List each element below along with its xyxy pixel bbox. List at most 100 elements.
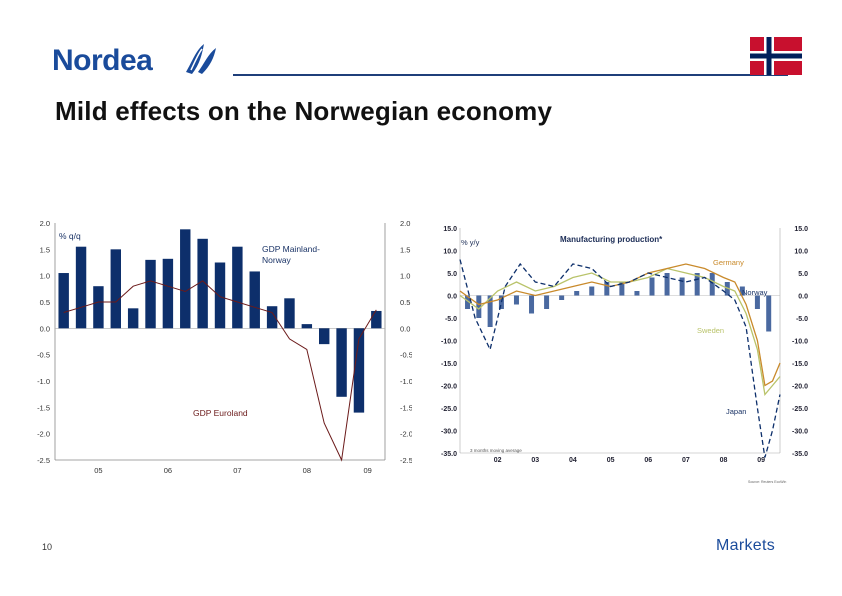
x-tick-label: 02 [494, 457, 502, 464]
y-tick-label-left: -2.0 [37, 430, 50, 439]
gdp-norway-bar [162, 258, 174, 329]
page-number: 10 [42, 542, 53, 552]
y-tick-label-right: 2.0 [400, 219, 410, 228]
norway-bar [544, 295, 550, 309]
norway-bar [766, 295, 772, 332]
y-tick-label-left: -15.0 [441, 361, 457, 368]
y-tick-label-left: -20.0 [441, 384, 457, 391]
y-tick-label-left: 5.0 [447, 271, 457, 278]
y-tick-label-left: -1.0 [37, 377, 50, 386]
y-tick-label-left: -1.5 [37, 403, 50, 412]
chart-title: Manufacturing production* [560, 235, 663, 244]
x-tick-label: 06 [164, 466, 172, 475]
gdp-norway-bar [110, 249, 121, 329]
x-tick-label: 06 [644, 457, 652, 464]
footer-brand: Markets [716, 537, 775, 554]
legend-japan: Japan [726, 407, 746, 416]
y-tick-label-left: -25.0 [441, 406, 457, 413]
gdp-euroland-line [63, 280, 377, 462]
y-tick-label-left: 15.0 [443, 226, 457, 233]
y-tick-label-left: 2.0 [40, 219, 50, 228]
y-tick-label-right: -15.0 [792, 361, 808, 368]
norway-bar [694, 273, 700, 296]
norway-bar [709, 273, 715, 296]
norway-bar [664, 273, 670, 296]
page-title: Mild effects on the Norwegian economy [55, 96, 553, 126]
x-tick-label: 03 [531, 457, 539, 464]
y-tick-label-left: 1.5 [40, 245, 50, 254]
y-tick-label-right: 15.0 [794, 226, 808, 233]
gdp-chart: 2.0 2.0 1.5 1.5 1.0 1.0 0.5 0.5 0.0 0.0 -0.5 -0.5 -1… [37, 219, 412, 475]
y-tick-label-left: -30.0 [441, 429, 457, 436]
legend-sweden: Sweden [697, 326, 724, 335]
gdp-norway-bar [127, 308, 139, 329]
gdp-norway-bar [180, 229, 191, 329]
series-label-norway-line1: GDP Mainland- [262, 244, 320, 254]
manufacturing-chart: 15.0 15.0 10.0 10.0 5.0 5.0 0.0 0.0 -5.0 -5.0 -10.… [441, 226, 808, 484]
norway-bar [589, 286, 595, 296]
norway-bar [679, 277, 685, 296]
chart-source: Source: Reuters EcoWin [748, 480, 786, 484]
gdp-norway-bar [145, 259, 156, 329]
y-tick-label-left: 1.0 [40, 272, 50, 281]
x-tick-label: 09 [757, 457, 765, 464]
gdp-norway-bar [75, 246, 87, 329]
y-tick-label-right: -30.0 [792, 429, 808, 436]
norway-bar [619, 282, 625, 296]
x-tick-label: 07 [682, 457, 690, 464]
sweden-line [459, 267, 781, 396]
y-tick-label-right: 1.0 [400, 272, 410, 281]
norway-bar [559, 295, 565, 300]
y-tick-label-left: -2.5 [37, 456, 50, 465]
norway-bar [604, 282, 610, 296]
y-tick-label-left: 0.5 [40, 298, 50, 307]
y-tick-label-right: -1.5 [400, 403, 412, 412]
gdp-norway-bar [197, 238, 208, 329]
y-tick-label-left: 0.0 [447, 294, 457, 301]
y-tick-label-right: 1.5 [400, 245, 410, 254]
norway-bar [498, 295, 504, 309]
norway-bar [513, 295, 519, 305]
y-tick-label-right: -2.5 [400, 456, 412, 465]
header-rule [233, 74, 788, 76]
gdp-norway-bar [232, 246, 243, 329]
gdp-norway-bar [266, 306, 278, 329]
norway-bar [754, 295, 760, 309]
legend-germany: Germany [713, 258, 744, 267]
nordea-sail-icon [186, 44, 216, 74]
y-tick-label-right: 10.0 [794, 249, 808, 256]
norway-bar [739, 286, 745, 296]
norway-bar [724, 282, 730, 296]
x-tick-label: 07 [233, 466, 241, 475]
y-tick-label-right: 0.5 [400, 298, 410, 307]
series-label-norway-line2: Norway [262, 255, 292, 265]
gdp-norway-bar [319, 328, 330, 345]
y-tick-label-left: -5.0 [445, 316, 457, 323]
gdp-norway-bar [336, 328, 347, 397]
y-tick-label-left: -0.5 [37, 351, 50, 360]
norway-bar [574, 291, 580, 296]
y-tick-label-right: -2.0 [400, 430, 412, 439]
legend-norway: Norway [742, 288, 768, 297]
y-tick-label-right: -10.0 [792, 339, 808, 346]
y-tick-label-left: -35.0 [441, 451, 457, 458]
gdp-norway-bar [301, 324, 313, 329]
y-tick-label-right: -25.0 [792, 406, 808, 413]
y-tick-label-left: 10.0 [443, 249, 457, 256]
y-tick-label-right: -0.5 [400, 351, 412, 360]
gdp-norway-bar [371, 310, 382, 329]
series-label-euroland: GDP Euroland [193, 408, 248, 418]
x-tick-label: 08 [720, 457, 728, 464]
gdp-norway-bar [353, 328, 365, 413]
gdp-norway-bar [284, 298, 295, 329]
y-tick-label-right: 0.0 [798, 294, 808, 301]
norway-bar [649, 277, 655, 296]
y-tick-label-right: -1.0 [400, 377, 412, 386]
x-tick-label: 09 [363, 466, 371, 475]
x-tick-label: 05 [607, 457, 615, 464]
unit-label: % q/q [59, 231, 81, 241]
y-tick-label-left: 0.0 [40, 324, 50, 333]
x-tick-label: 08 [303, 466, 311, 475]
x-tick-label: 04 [569, 457, 577, 464]
y-tick-label-right: -20.0 [792, 384, 808, 391]
